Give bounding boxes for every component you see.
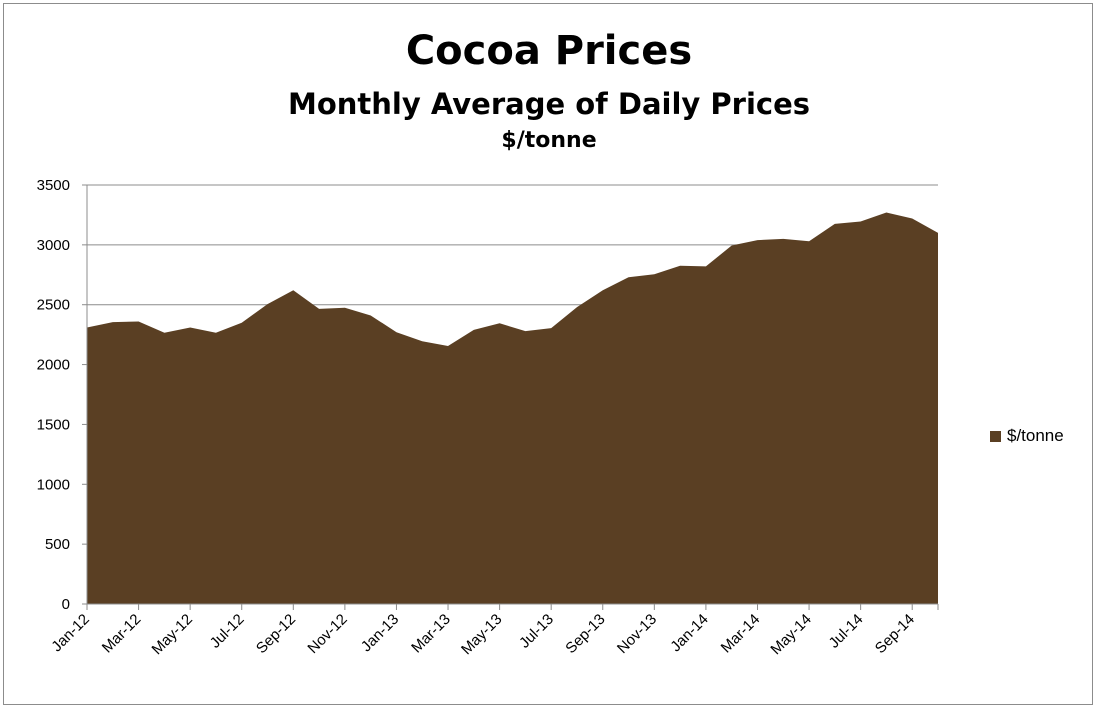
y-tick-label: 3500 xyxy=(37,177,70,194)
y-tick-label: 1000 xyxy=(37,476,70,493)
legend-label: $/tonne xyxy=(1007,426,1064,445)
series-area xyxy=(87,212,938,604)
y-tick-label: 2500 xyxy=(37,297,70,314)
y-tick-label: 500 xyxy=(45,536,70,553)
x-tick-label: Nov-12 xyxy=(304,611,350,657)
y-tick-label: 0 xyxy=(62,596,70,613)
x-tick-label: Sep-12 xyxy=(253,611,299,657)
chart-title: Cocoa Prices xyxy=(405,28,693,74)
y-tick-label: 1500 xyxy=(37,416,70,433)
x-tick-label: Jul-12 xyxy=(207,611,248,652)
chart-subtitle: Monthly Average of Daily Prices xyxy=(287,87,811,121)
x-tick-label: May-14 xyxy=(767,611,814,658)
x-tick-label: Jan-12 xyxy=(48,611,92,655)
x-tick-label: Mar-13 xyxy=(408,611,454,657)
x-tick-label: May-12 xyxy=(149,611,196,658)
x-tick-label: Jul-14 xyxy=(826,611,867,652)
x-tick-label: Jul-13 xyxy=(516,611,557,652)
x-tick-label: Sep-14 xyxy=(872,611,918,657)
legend: $/tonne xyxy=(990,426,1064,446)
x-tick-label: Jan-13 xyxy=(358,611,402,655)
x-tick-label: May-13 xyxy=(458,611,505,658)
chart-units-subtitle: $/tonne xyxy=(501,128,597,153)
y-tick-label: 2000 xyxy=(37,357,70,374)
x-tick-label: Nov-13 xyxy=(614,611,660,657)
x-tick-label: Jan-14 xyxy=(667,611,711,655)
y-tick-label: 3000 xyxy=(37,237,70,254)
x-tick-label: Mar-12 xyxy=(99,611,145,657)
x-tick-label: Sep-13 xyxy=(562,611,608,657)
legend-swatch xyxy=(990,430,1001,442)
x-tick-label: Mar-14 xyxy=(718,611,764,657)
